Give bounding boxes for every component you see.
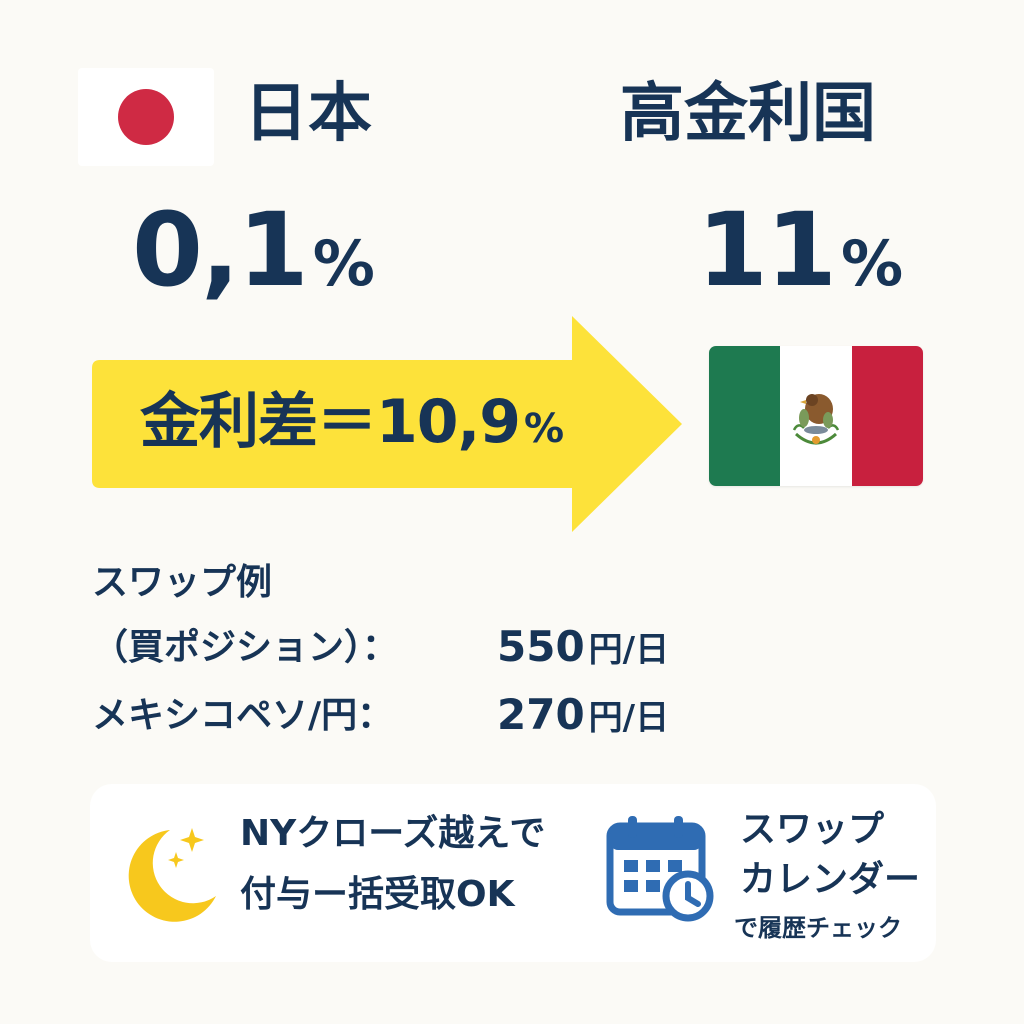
swap-example-title: スワップ例 xyxy=(92,562,273,603)
swap-calendar-line3: で履歴チェック xyxy=(734,914,902,942)
japan-label: 日本 xyxy=(244,77,372,151)
japan-flag-disc xyxy=(118,89,174,145)
high-rate: 11% xyxy=(697,200,903,302)
swap-row2-unit: 円/日 xyxy=(588,698,670,738)
swap-row1-amount: 550 円/日 xyxy=(497,626,669,668)
moon-icon xyxy=(128,828,216,922)
swap-calendar-line2: カレンダー xyxy=(740,859,921,900)
interest-diff-label: 金利差＝10,9 xyxy=(140,387,521,457)
interest-diff: 金利差＝10,9% xyxy=(140,392,564,452)
mexico-flag-icon xyxy=(709,346,923,486)
mexico-flag-white-band xyxy=(780,346,852,486)
swap-row2-label: メキシコペソ/円： xyxy=(92,695,394,736)
mexico-emblem-icon xyxy=(793,394,840,445)
japan-flag-icon xyxy=(78,68,214,166)
mexico-flag-red-band xyxy=(851,346,923,486)
swap-calendar-line1: スワップ xyxy=(740,809,885,850)
swap-row1-label: （買ポジション）： xyxy=(92,627,399,668)
high-rate-unit: % xyxy=(840,227,904,300)
japan-rate-unit: % xyxy=(312,227,375,300)
high-rate-country-label: 高金利国 xyxy=(620,77,876,151)
swap-row1-value: 550 xyxy=(497,622,585,671)
swap-row2-value: 270 xyxy=(497,690,585,739)
swap-row1-unit: 円/日 xyxy=(588,630,670,670)
info-card xyxy=(90,784,936,962)
swap-row2-amount: 270 円/日 xyxy=(497,694,669,736)
high-rate-value: 11 xyxy=(697,191,837,310)
japan-rate-value: 0,1 xyxy=(132,191,309,310)
ny-close-text-line1: NYクローズ越えで xyxy=(240,813,546,854)
interest-diff-unit: % xyxy=(524,406,565,452)
japan-rate: 0,1% xyxy=(132,200,375,302)
arrow-icon xyxy=(92,316,682,532)
mexico-flag-green-band xyxy=(709,346,781,486)
ny-close-text-line2: 付与ー括受取OK xyxy=(240,874,515,915)
calendar-icon xyxy=(606,816,714,922)
